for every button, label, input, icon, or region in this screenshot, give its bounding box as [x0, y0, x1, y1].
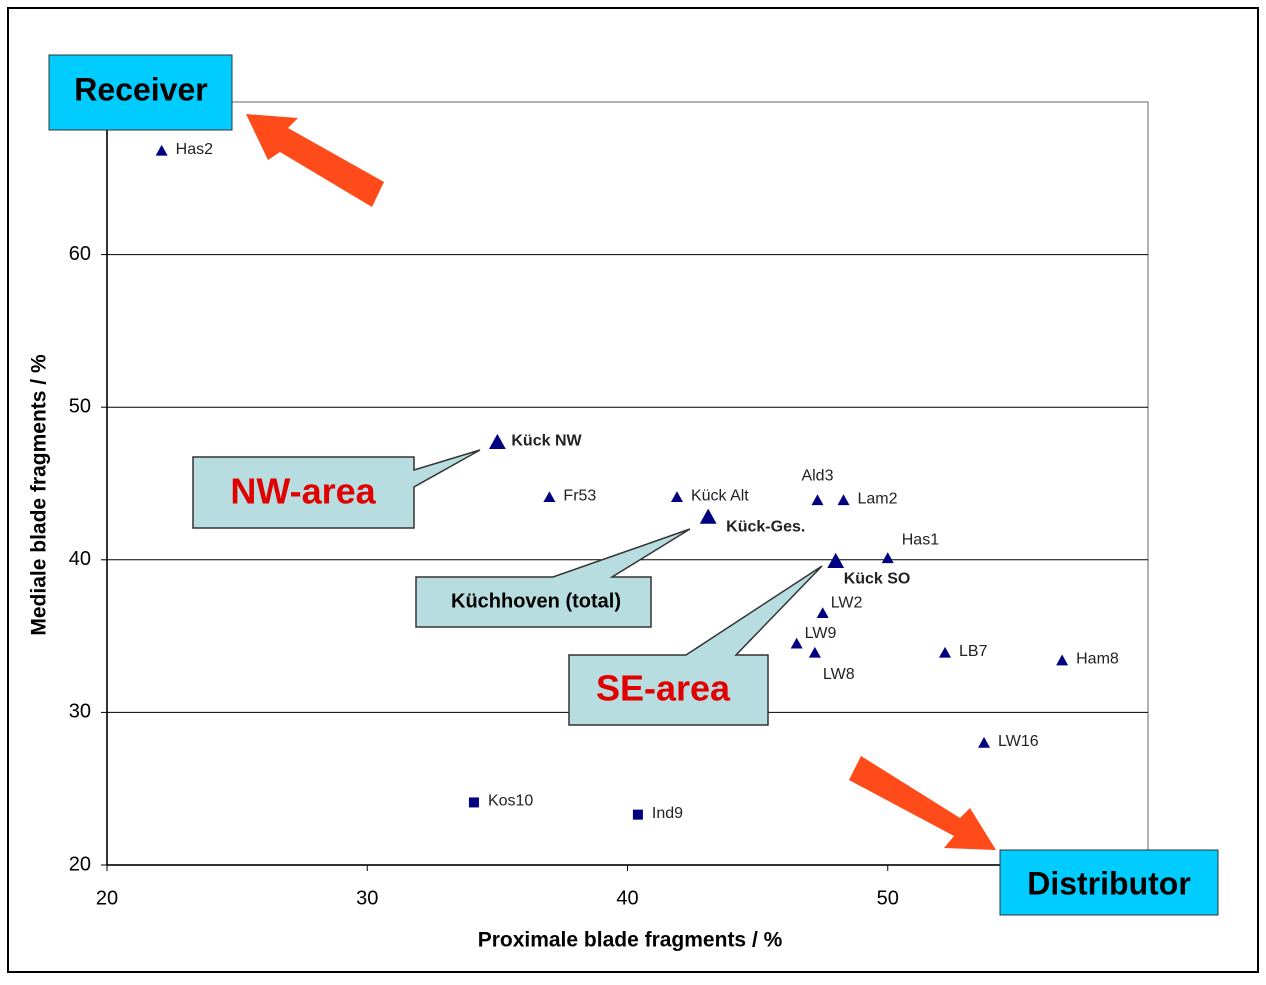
receiver-box [48, 54, 233, 131]
y-tick-label: 40 [69, 548, 91, 570]
point [790, 637, 803, 649]
point-label: LW16 [998, 733, 1039, 750]
point [939, 646, 952, 658]
point-label: LB7 [959, 643, 988, 660]
point [1056, 654, 1069, 666]
point-label: Kück NW [511, 433, 582, 450]
point [816, 607, 829, 619]
point [837, 494, 850, 506]
point-label: Kück Alt [691, 487, 749, 504]
nw-callout [192, 449, 481, 529]
distributor-arrow [849, 756, 996, 850]
point-label: Kück-Ges. [726, 518, 805, 535]
distributor-box [999, 849, 1219, 916]
point-label: LW8 [823, 666, 855, 683]
point [808, 646, 821, 658]
x-tick-label: 50 [877, 887, 899, 909]
point [468, 797, 479, 808]
point-label: LW2 [831, 594, 863, 611]
point [827, 552, 845, 569]
x-tick-label: 40 [616, 887, 638, 909]
se-callout [568, 565, 823, 726]
point-label: Kos10 [488, 793, 533, 810]
point [543, 491, 556, 503]
point-label: Ald3 [801, 468, 833, 485]
point-label: Lam2 [858, 491, 898, 508]
point-label: Ham8 [1076, 651, 1119, 668]
se-area-label: SE-area [596, 668, 731, 709]
y-axis-title: Mediale blade fragments / % [28, 354, 51, 636]
point [811, 494, 824, 506]
y-tick-label: 30 [69, 701, 91, 723]
point-label: LW9 [805, 625, 837, 642]
x-axis-title: Proximale blade fragments / % [478, 929, 783, 952]
point [488, 433, 506, 450]
x-tick-label: 30 [356, 887, 378, 909]
y-tick-label: 20 [69, 853, 91, 875]
point-label: Has2 [176, 141, 213, 158]
total-callout [415, 528, 691, 628]
point-label: Kück SO [844, 571, 911, 588]
total-label: Küchhoven (total) [451, 590, 621, 612]
point [699, 508, 717, 524]
nw-area-label: NW-area [230, 471, 376, 512]
point [978, 736, 991, 748]
receiver-label: Receiver [74, 71, 207, 107]
distributor-label: Distributor [1027, 865, 1191, 901]
x-tick-label: 20 [96, 887, 118, 909]
receiver-arrow [246, 114, 384, 207]
point [155, 144, 168, 156]
point-label: Fr53 [563, 487, 596, 504]
y-tick-label: 50 [69, 395, 91, 417]
marks: Has2 Kück NW Fr53 Kück Alt Kück-Ges. Ald3 Lam2… [155, 141, 1119, 822]
point-label: Ind9 [652, 805, 683, 822]
point-label: Has1 [902, 531, 939, 548]
point [881, 552, 894, 564]
point [632, 809, 643, 820]
point [670, 491, 683, 503]
y-tick-label: 60 [69, 243, 91, 265]
